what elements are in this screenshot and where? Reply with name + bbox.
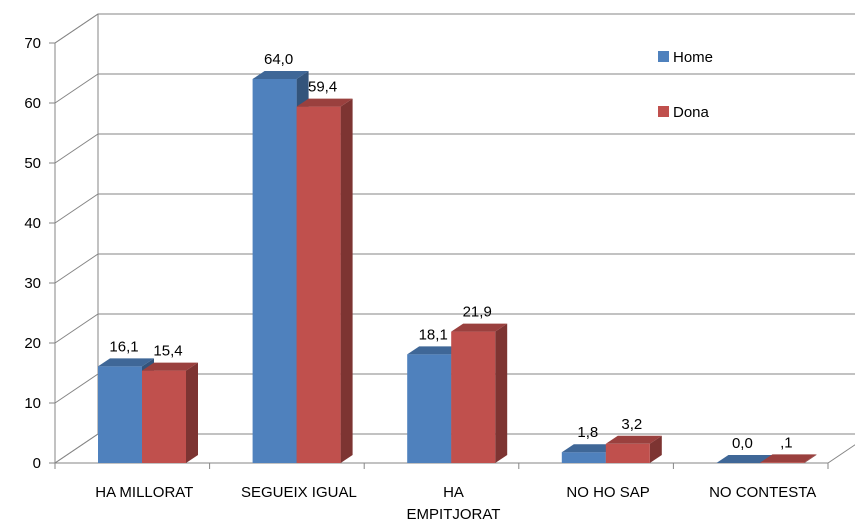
y-tick-label: 50 bbox=[24, 155, 41, 172]
data-label: 16,1 bbox=[109, 338, 138, 355]
data-label: 1,8 bbox=[577, 424, 598, 441]
bar-home bbox=[716, 455, 773, 463]
bar-top bbox=[252, 71, 309, 79]
axes: 0 10 20 30 40 50 60 70 HA MILLORAT SEGUEIX IGUAL H… bbox=[24, 13, 855, 522]
bar-front bbox=[98, 366, 142, 463]
y-tick-label: 70 bbox=[24, 35, 41, 52]
legend-label: Dona bbox=[673, 104, 710, 121]
bar-top bbox=[296, 98, 353, 107]
bar-top bbox=[98, 358, 154, 367]
bar-top bbox=[142, 362, 198, 371]
bar-front bbox=[407, 354, 452, 463]
bar-dona bbox=[760, 454, 817, 463]
data-labels: 16,1 15,4 64,0 59,4 18,1 21,9 1,8 3,2 0,0 ,1 bbox=[109, 51, 792, 452]
bar-front bbox=[296, 106, 341, 463]
bar-top bbox=[605, 435, 662, 444]
bar-front bbox=[142, 370, 186, 463]
bar-top bbox=[716, 455, 773, 463]
bar-top bbox=[451, 323, 508, 332]
category-label: HA bbox=[443, 484, 464, 501]
bar-dona bbox=[296, 98, 353, 463]
gridline bbox=[54, 13, 855, 44]
gridline bbox=[54, 73, 855, 104]
bars bbox=[98, 71, 817, 463]
bar-top bbox=[561, 444, 618, 453]
y-axis-depth bbox=[54, 13, 99, 44]
bar-side bbox=[186, 362, 198, 463]
data-label: 21,9 bbox=[463, 304, 492, 321]
data-label: 0,0 bbox=[732, 435, 753, 452]
bar-front bbox=[605, 443, 650, 463]
gridline bbox=[54, 133, 855, 164]
data-label: 59,4 bbox=[308, 79, 337, 96]
category-label: NO CONTESTA bbox=[709, 484, 816, 501]
gridline bbox=[54, 193, 855, 224]
bar-front bbox=[561, 452, 606, 463]
bar-top bbox=[760, 454, 817, 463]
y-tick-label: 30 bbox=[24, 275, 41, 292]
y-tick-label: 0 bbox=[33, 455, 41, 472]
bar-side bbox=[340, 98, 353, 463]
y-tick-label: 20 bbox=[24, 335, 41, 352]
legend-swatch bbox=[658, 106, 669, 117]
y-tick-label: 40 bbox=[24, 215, 41, 232]
bar-dona bbox=[142, 362, 198, 463]
data-label: 18,1 bbox=[419, 326, 448, 343]
legend-swatch bbox=[658, 51, 669, 62]
bar-side bbox=[804, 454, 817, 463]
bar-side bbox=[649, 435, 662, 463]
bar-dona bbox=[605, 435, 662, 463]
bar-front bbox=[252, 79, 297, 463]
data-label: ,1 bbox=[780, 434, 793, 451]
y-tick-label: 60 bbox=[24, 95, 41, 112]
legend-label: Home bbox=[673, 49, 713, 66]
bar-dona bbox=[451, 323, 508, 463]
bar-front bbox=[760, 462, 805, 463]
data-label: 64,0 bbox=[264, 51, 293, 68]
category-label: EMPITJORAT bbox=[407, 506, 501, 522]
legend: Home Dona bbox=[658, 49, 713, 121]
gridline bbox=[54, 253, 855, 284]
bar-top bbox=[407, 346, 464, 355]
data-label: 15,4 bbox=[153, 343, 182, 360]
bar-front bbox=[451, 331, 496, 463]
data-label: 3,2 bbox=[621, 416, 642, 433]
y-tick-label: 10 bbox=[24, 395, 41, 412]
category-label: HA MILLORAT bbox=[95, 484, 193, 501]
category-label: NO HO SAP bbox=[566, 484, 649, 501]
category-label: SEGUEIX IGUAL bbox=[241, 484, 357, 501]
bar-side bbox=[495, 323, 508, 463]
